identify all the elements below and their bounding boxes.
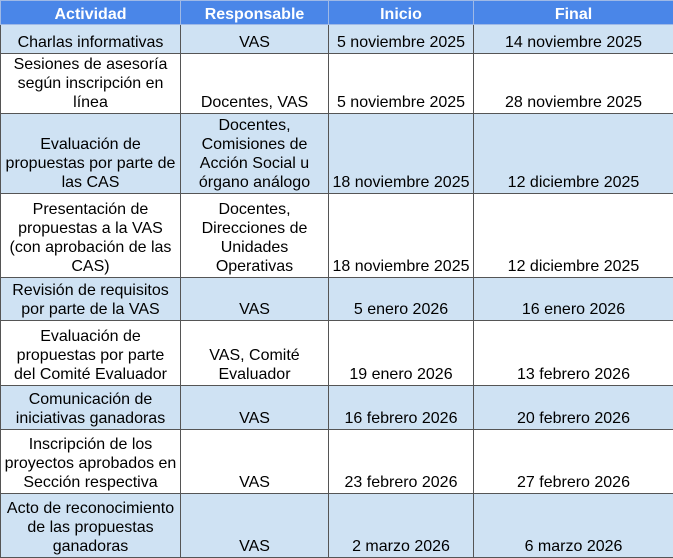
end-cell: 28 noviembre 2025 (474, 54, 673, 114)
header-cell: Final (474, 1, 673, 25)
responsible-cell: VAS (181, 386, 329, 430)
table-row: Acto de reconocimiento de las propuestas… (1, 494, 673, 558)
header-cell: Responsable (181, 1, 329, 25)
table-row: Revisión de requisitos por parte de la V… (1, 278, 673, 321)
end-cell: 13 febrero 2026 (474, 321, 673, 386)
end-cell: 20 febrero 2026 (474, 386, 673, 430)
end-cell: 27 febrero 2026 (474, 430, 673, 494)
activity-cell: Presentación de propuestas a la VAS (con… (1, 194, 181, 278)
table-row: Presentación de propuestas a la VAS (con… (1, 194, 673, 278)
responsible-cell: VAS, Comité Evaluador (181, 321, 329, 386)
start-cell: 5 noviembre 2025 (329, 54, 474, 114)
start-cell: 19 enero 2026 (329, 321, 474, 386)
end-cell: 12 diciembre 2025 (474, 194, 673, 278)
responsible-cell: VAS (181, 278, 329, 321)
end-cell: 12 diciembre 2025 (474, 114, 673, 194)
header-cell: Inicio (329, 1, 474, 25)
start-cell: 16 febrero 2026 (329, 386, 474, 430)
activity-cell: Comunicación de iniciativas ganadoras (1, 386, 181, 430)
start-cell: 5 noviembre 2025 (329, 25, 474, 54)
responsible-cell: VAS (181, 494, 329, 558)
activity-cell: Sesiones de asesoría según inscripción e… (1, 54, 181, 114)
responsible-cell: Docentes, VAS (181, 54, 329, 114)
start-cell: 23 febrero 2026 (329, 430, 474, 494)
activity-cell: Inscripción de los proyectos aprobados e… (1, 430, 181, 494)
responsible-cell: VAS (181, 430, 329, 494)
table-row: Sesiones de asesoría según inscripción e… (1, 54, 673, 114)
table-row: Evaluación de propuestas por parte del C… (1, 321, 673, 386)
end-cell: 14 noviembre 2025 (474, 25, 673, 54)
activity-cell: Evaluación de propuestas por parte del C… (1, 321, 181, 386)
activity-cell: Revisión de requisitos por parte de la V… (1, 278, 181, 321)
start-cell: 18 noviembre 2025 (329, 194, 474, 278)
responsible-cell: VAS (181, 25, 329, 54)
end-cell: 16 enero 2026 (474, 278, 673, 321)
start-cell: 18 noviembre 2025 (329, 114, 474, 194)
activity-cell: Charlas informativas (1, 25, 181, 54)
start-cell: 5 enero 2026 (329, 278, 474, 321)
table-row: Evaluación de propuestas por parte de la… (1, 114, 673, 194)
end-cell: 6 marzo 2026 (474, 494, 673, 558)
table-row: Inscripción de los proyectos aprobados e… (1, 430, 673, 494)
start-cell: 2 marzo 2026 (329, 494, 474, 558)
responsible-cell: Docentes, Comisiones de Acción Social u … (181, 114, 329, 194)
header-cell: Actividad (1, 1, 181, 25)
activity-cell: Evaluación de propuestas por parte de la… (1, 114, 181, 194)
activity-cell: Acto de reconocimiento de las propuestas… (1, 494, 181, 558)
responsible-cell: Docentes, Direcciones de Unidades Operat… (181, 194, 329, 278)
